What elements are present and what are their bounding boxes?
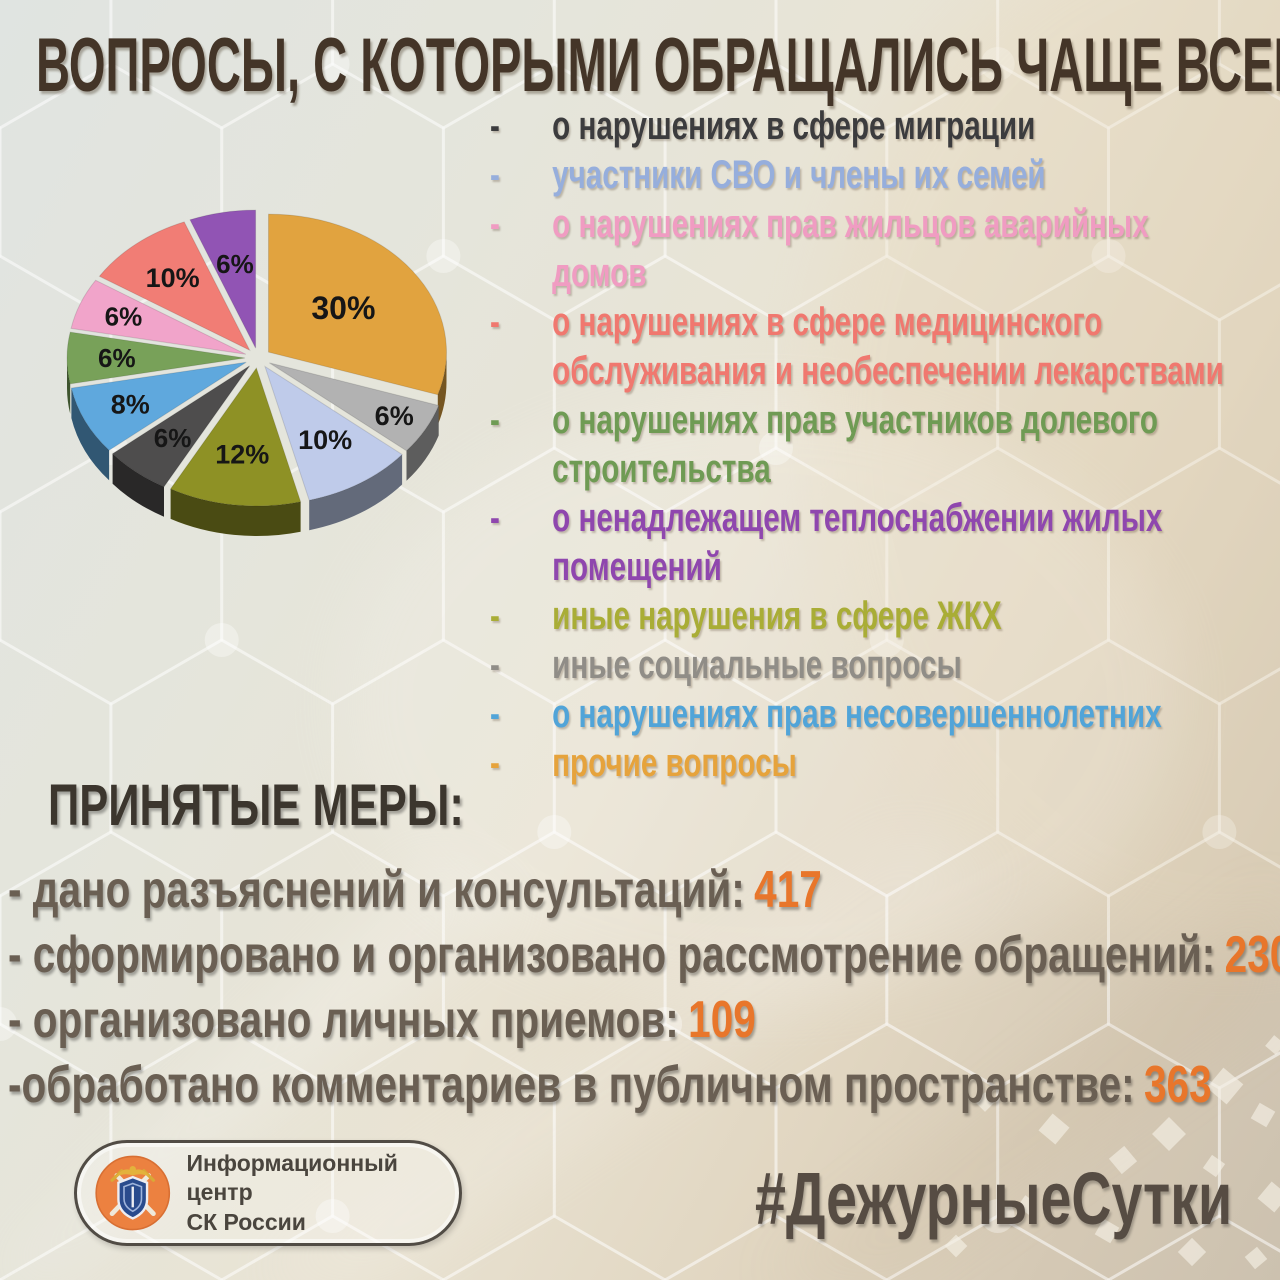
legend-dash: - <box>490 496 500 540</box>
pie-slice-wall <box>67 358 71 414</box>
pie-slice-label: 6% <box>105 302 143 332</box>
legend-item: - о нарушениях прав несовершеннолетних <box>490 690 1280 739</box>
pie-slice-wall <box>71 388 110 481</box>
measure-text: - организовано личных приемов: <box>8 991 679 1049</box>
legend-item-label: о нарушениях прав несовершеннолетних <box>552 692 1162 736</box>
legend-item-label: прочие вопросы <box>552 741 797 785</box>
legend-item-label: иные нарушения в сфере ЖКХ <box>552 594 1002 638</box>
legend-item: - о нарушениях в сфере медицинского обсл… <box>490 298 1280 396</box>
pie-slice-label: 8% <box>111 390 150 420</box>
measures-heading: ПРИНЯТЫЕ МЕРЫ: <box>48 773 464 838</box>
legend-item: - о нарушениях прав жильцов аварийных до… <box>490 200 1280 298</box>
legend-item-label: участники СВО и члены их семей <box>552 153 1046 197</box>
measure-text: -обработано комментариев в публичном про… <box>8 1056 1135 1114</box>
legend-item-label: иные социальные вопросы <box>552 643 962 687</box>
logo-caption-line1: Информационный центр <box>186 1149 398 1206</box>
legend-item: - участники СВО и члены их семей <box>490 151 1280 200</box>
pie-slice <box>264 365 403 501</box>
confetti-squares <box>944 1035 1280 1270</box>
pie-slice-label: 6% <box>375 401 414 431</box>
pie-slice-label: 12% <box>215 439 269 469</box>
pie-slice-label: 6% <box>216 249 254 279</box>
pie-slice-wall <box>170 488 301 537</box>
pie-slice-label: 10% <box>146 263 200 293</box>
measure-row: - организовано личных приемов: 109 <box>8 988 1272 1053</box>
legend-item: - о ненадлежащем теплоснабжении жилых по… <box>490 494 1280 592</box>
legend-dash: - <box>490 692 500 736</box>
pie-slice <box>268 213 447 396</box>
logo-caption: Информационный центр СК России <box>186 1149 443 1237</box>
legend-dash: - <box>490 741 500 785</box>
legend-dash: - <box>490 300 500 344</box>
legend-dash: - <box>490 202 500 246</box>
pie-slice <box>169 366 302 507</box>
sk-emblem-icon <box>95 1155 171 1231</box>
measure-value: 109 <box>688 991 756 1049</box>
pie-slice-wall <box>437 352 447 425</box>
legend-dash: - <box>490 594 500 638</box>
light-beam <box>760 880 1280 1280</box>
measure-value: 230 <box>1224 926 1280 984</box>
measure-value: 363 <box>1143 1056 1212 1114</box>
legend-dash: - <box>490 153 500 197</box>
legend-item-label: о нарушениях прав жильцов аварийных домо… <box>552 202 1149 295</box>
legend-item: - иные социальные вопросы <box>490 641 1280 690</box>
page-title: ВОПРОСЫ, С КОТОРЫМИ ОБРАЩАЛИСЬ ЧАЩЕ ВСЕГ… <box>36 23 1280 108</box>
legend-item: - иные нарушения в сфере ЖКХ <box>490 592 1280 641</box>
pie-slice <box>98 221 251 352</box>
pie-slice-wall <box>406 405 439 481</box>
sk-logo-badge: Информационный центр СК России <box>74 1140 462 1246</box>
pie-slice-wall <box>112 453 164 517</box>
measure-value: 417 <box>754 861 822 919</box>
measure-text: - сформировано и организовано рассмотрен… <box>8 926 1216 984</box>
pie-slice-label: 6% <box>98 343 136 373</box>
pie-slice-wall <box>309 454 403 531</box>
legend-item: - прочие вопросы <box>490 739 1280 788</box>
measure-row: - сформировано и организовано рассмотрен… <box>8 923 1280 988</box>
measure-row: - дано разъяснений и консультаций: 417 <box>8 858 1272 923</box>
pie-slice-label: 30% <box>311 290 375 326</box>
legend-item-label: о ненадлежащем теплоснабжении жилых поме… <box>552 496 1163 589</box>
pie-legend: - о нарушениях в сфере миграции - участн… <box>490 102 1280 788</box>
pie-slice <box>111 365 251 488</box>
legend-item-label: о нарушениях прав участников долевого ст… <box>552 398 1158 491</box>
hashtag: #ДежурныеСутки <box>596 1156 1232 1241</box>
pie-slice <box>66 331 246 385</box>
measure-row: -обработано комментариев в публичном про… <box>8 1053 1272 1118</box>
legend-dash: - <box>490 643 500 687</box>
hashtag-text: #ДежурныеСутки <box>754 1157 1232 1240</box>
legend-item: - о нарушениях в сфере миграции <box>490 102 1280 151</box>
legend-dash: - <box>490 398 500 442</box>
glow-blob <box>340 400 1180 1000</box>
measures-list: - дано разъяснений и консультаций: 417 - … <box>8 858 1280 1118</box>
pie-slice-label: 6% <box>154 423 192 453</box>
legend-item-label: о нарушениях в сфере медицинского обслуж… <box>552 300 1224 393</box>
legend-item: - о нарушениях прав участников долевого … <box>490 396 1280 494</box>
pie-slice-label: 10% <box>298 425 352 455</box>
pie-slice <box>189 209 257 349</box>
pie-slice <box>70 279 247 355</box>
legend-item-label: о нарушениях в сфере миграции <box>552 104 1036 148</box>
pie-slice <box>70 361 247 451</box>
pie-slice <box>269 362 440 452</box>
logo-caption-line2: СК России <box>186 1208 306 1235</box>
measure-text: - дано разъяснений и консультаций: <box>8 861 745 919</box>
legend-dash: - <box>490 104 500 148</box>
